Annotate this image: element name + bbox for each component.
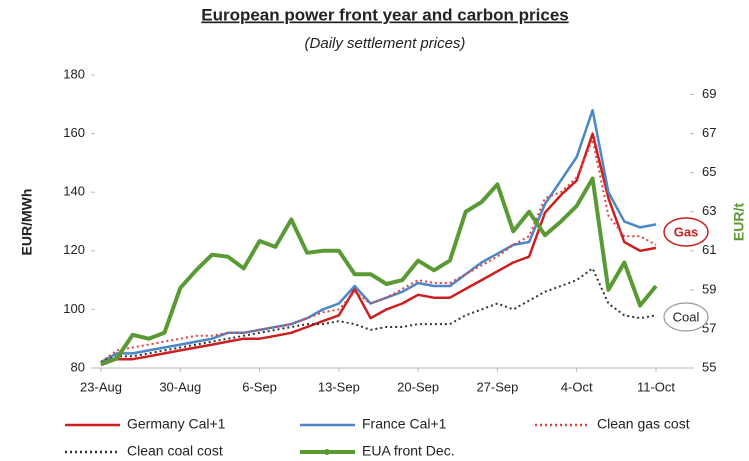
y2-tick-label: 59 <box>702 281 716 296</box>
annotation-oval <box>663 302 709 332</box>
y-tick-label: 80 <box>71 359 85 374</box>
y2-tick-label: 65 <box>702 164 716 179</box>
x-tick-label: 13-Sep <box>318 379 360 394</box>
x-tick-label: 4-Oct <box>561 379 593 394</box>
y2-tick-label: 55 <box>702 359 716 374</box>
series-line <box>100 108 657 364</box>
y-tick-label: 140 <box>63 184 85 199</box>
series-line <box>100 132 657 367</box>
x-tick-label: 23-Aug <box>80 379 122 394</box>
y2-tick-label: 69 <box>702 86 716 101</box>
y-axis-label: EUR/MWh <box>19 189 35 256</box>
x-tick-label: 20-Sep <box>397 379 439 394</box>
legend-marker <box>324 449 330 455</box>
x-tick-label: 6-Sep <box>242 379 277 394</box>
x-tick-label: 30-Aug <box>159 379 201 394</box>
legend-label: France Cal+1 <box>362 416 447 432</box>
y2-tick-label: 67 <box>702 125 716 140</box>
legend-label: Germany Cal+1 <box>127 416 226 432</box>
annotation: Gas <box>674 224 699 239</box>
y2-tick-label: 61 <box>702 242 716 257</box>
legend-label: Clean gas cost <box>597 416 690 432</box>
annotation: Coal <box>673 309 700 324</box>
legend-label: Clean coal cost <box>127 443 223 459</box>
x-tick-label: 11-Oct <box>637 379 675 394</box>
legend-label: EUA front Dec. <box>362 443 455 459</box>
y-tick-label: 160 <box>63 125 85 140</box>
series-line <box>100 176 658 366</box>
series-line <box>100 138 657 363</box>
y2-tick-label: 63 <box>702 203 716 218</box>
annotation-oval <box>663 217 709 247</box>
chart-subtitle: (Daily settlement prices) <box>305 35 466 52</box>
x-tick-label: 27-Sep <box>476 379 518 394</box>
y-tick-label: 180 <box>63 66 85 81</box>
y-tick-label: 100 <box>63 301 85 316</box>
chart-title: European power front year and carbon pri… <box>201 5 568 24</box>
y-tick-label: 120 <box>63 242 85 257</box>
y2-axis-label: EUR/t <box>731 203 747 241</box>
